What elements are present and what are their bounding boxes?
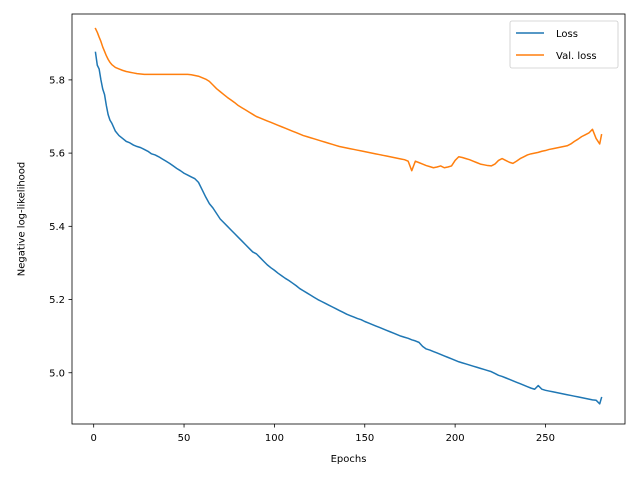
axes-frame bbox=[71, 13, 626, 425]
x-axis-label: Epochs bbox=[331, 454, 367, 465]
x-tick-label: 150 bbox=[355, 433, 374, 444]
x-tick-label: 250 bbox=[536, 433, 555, 444]
axes-background bbox=[72, 14, 625, 424]
x-tick-label: 100 bbox=[265, 433, 284, 444]
legend-label-val-loss: Val. loss bbox=[556, 51, 597, 62]
y-tick-label: 5.4 bbox=[49, 222, 65, 233]
x-tick-label: 0 bbox=[90, 433, 96, 444]
x-axis-ticks: 0 50 100 150 200 250 bbox=[90, 424, 555, 444]
legend-label-loss: Loss bbox=[556, 29, 578, 40]
y-axis-ticks: 5.0 5.2 5.4 5.6 5.8 bbox=[49, 75, 72, 379]
series-line-val-loss bbox=[94, 27, 603, 172]
y-axis-label: Negative log-likelihood bbox=[17, 162, 28, 277]
plot-area bbox=[71, 13, 626, 425]
y-tick-label: 5.0 bbox=[49, 368, 65, 379]
series-layer bbox=[94, 27, 603, 405]
y-tick-label: 5.2 bbox=[49, 295, 65, 306]
series-line-loss bbox=[94, 51, 603, 405]
y-tick-label: 5.6 bbox=[49, 149, 65, 160]
x-tick-label: 200 bbox=[446, 433, 465, 444]
y-tick-label: 5.8 bbox=[49, 75, 65, 86]
legend: Loss Val. loss bbox=[509, 20, 619, 69]
x-tick-label: 50 bbox=[178, 433, 191, 444]
